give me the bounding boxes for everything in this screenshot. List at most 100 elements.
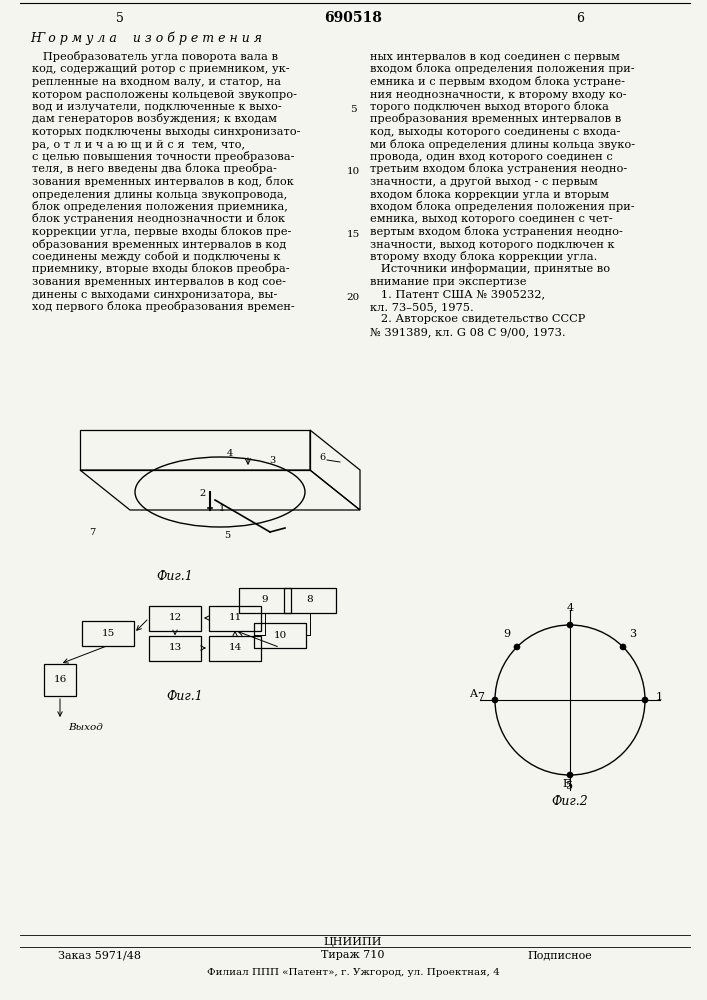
Text: 11: 11 bbox=[228, 613, 242, 622]
Text: которых подключены выходы синхронизато-: которых подключены выходы синхронизато- bbox=[32, 127, 300, 137]
Text: ЦНИИПИ: ЦНИИПИ bbox=[324, 937, 382, 947]
Text: Фиг.2: Фиг.2 bbox=[551, 795, 588, 808]
Circle shape bbox=[514, 644, 520, 650]
Circle shape bbox=[642, 697, 648, 703]
Text: зования временных интервалов в код, блок: зования временных интервалов в код, блок bbox=[32, 176, 293, 187]
Text: 9: 9 bbox=[503, 629, 510, 639]
Text: 7: 7 bbox=[89, 528, 95, 537]
Text: значности, а другой выход - с первым: значности, а другой выход - с первым bbox=[370, 177, 598, 187]
Text: 4: 4 bbox=[227, 449, 233, 458]
Text: с целью повышения точности преобразова-: с целью повышения точности преобразова- bbox=[32, 151, 295, 162]
Text: коррекции угла, первые входы блоков пре-: коррекции угла, первые входы блоков пре- bbox=[32, 226, 291, 237]
Text: дам генераторов возбуждения; к входам: дам генераторов возбуждения; к входам bbox=[32, 113, 277, 124]
Text: 2: 2 bbox=[199, 489, 205, 498]
Text: котором расположены кольцевой звукопро-: котором расположены кольцевой звукопро- bbox=[32, 90, 297, 100]
Text: 14: 14 bbox=[228, 644, 242, 652]
Bar bbox=[44, 664, 76, 696]
Text: код, выходы которого соединены с входа-: код, выходы которого соединены с входа- bbox=[370, 127, 620, 137]
Text: 1: 1 bbox=[655, 692, 662, 702]
Text: ра, о т л и ч а ю щ и й с я  тем, что,: ра, о т л и ч а ю щ и й с я тем, что, bbox=[32, 139, 245, 149]
Text: приемнику, вторые входы блоков преобра-: приемнику, вторые входы блоков преобра- bbox=[32, 263, 290, 274]
Text: 10: 10 bbox=[274, 631, 286, 640]
Text: входом блока определения положения при-: входом блока определения положения при- bbox=[370, 201, 635, 212]
Text: преобразования временных интервалов в: преобразования временных интервалов в bbox=[370, 113, 621, 124]
Text: образования временных интервалов в код: образования временных интервалов в код bbox=[32, 238, 286, 249]
Text: Источники информации, принятые во: Источники информации, принятые во bbox=[370, 264, 610, 274]
Text: ход первого блока преобразования времен-: ход первого блока преобразования времен- bbox=[32, 301, 295, 312]
Text: 2. Авторское свидетельство СССР: 2. Авторское свидетельство СССР bbox=[370, 314, 585, 324]
Text: 5: 5 bbox=[566, 781, 573, 791]
Bar bbox=[254, 622, 306, 648]
Text: внимание при экспертизе: внимание при экспертизе bbox=[370, 277, 527, 287]
Text: 1. Патент США № 3905232,: 1. Патент США № 3905232, bbox=[370, 290, 545, 300]
Text: 15: 15 bbox=[101, 629, 115, 638]
Text: провода, один вход которого соединен с: провода, один вход которого соединен с bbox=[370, 152, 613, 162]
Text: ных интервалов в код соединен с первым: ных интервалов в код соединен с первым bbox=[370, 52, 620, 62]
Bar bbox=[149, 636, 201, 660]
Text: Преобразователь угла поворота вала в: Преобразователь угла поворота вала в bbox=[32, 51, 278, 62]
Text: 6: 6 bbox=[319, 453, 325, 462]
Circle shape bbox=[567, 772, 573, 778]
Text: № 391389, кл. G 08 C 9/00, 1973.: № 391389, кл. G 08 C 9/00, 1973. bbox=[370, 327, 566, 337]
Text: репленные на входном валу, и статор, на: репленные на входном валу, и статор, на bbox=[32, 77, 281, 87]
Text: значности, выход которого подключен к: значности, выход которого подключен к bbox=[370, 239, 614, 249]
Text: 8: 8 bbox=[307, 595, 313, 604]
Text: 5: 5 bbox=[116, 12, 124, 25]
Circle shape bbox=[492, 697, 498, 703]
Text: 690518: 690518 bbox=[324, 11, 382, 25]
Circle shape bbox=[567, 622, 573, 628]
Text: Б: Б bbox=[562, 779, 570, 789]
Text: 9: 9 bbox=[262, 595, 269, 604]
Text: входом блока коррекции угла и вторым: входом блока коррекции угла и вторым bbox=[370, 188, 609, 200]
Bar bbox=[149, 605, 201, 631]
Text: 6: 6 bbox=[576, 12, 584, 25]
Text: Фиг.1: Фиг.1 bbox=[157, 570, 194, 583]
Text: ми блока определения длины кольца звуко-: ми блока определения длины кольца звуко- bbox=[370, 138, 635, 149]
Text: 3: 3 bbox=[269, 456, 275, 465]
Text: Подписное: Подписное bbox=[527, 950, 592, 960]
Text: Ҥ о р м у л а    и з о б р е т е н и я: Ҥ о р м у л а и з о б р е т е н и я bbox=[30, 31, 262, 45]
Bar bbox=[209, 636, 261, 660]
Text: 15: 15 bbox=[346, 230, 360, 239]
Text: 5: 5 bbox=[224, 531, 230, 540]
Circle shape bbox=[620, 644, 626, 650]
Text: вод и излучатели, подключенные к выхо-: вод и излучатели, подключенные к выхо- bbox=[32, 102, 282, 112]
Text: 5: 5 bbox=[350, 105, 356, 114]
Text: ния неоднозначности, к второму входу ко-: ния неоднозначности, к второму входу ко- bbox=[370, 90, 626, 100]
Text: код, содержащий ротор с приемником, ук-: код, содержащий ротор с приемником, ук- bbox=[32, 64, 290, 75]
Text: Филиал ППП «Патент», г. Ужгород, ул. Проектная, 4: Филиал ППП «Патент», г. Ужгород, ул. Про… bbox=[206, 968, 499, 977]
Text: 7: 7 bbox=[477, 692, 484, 702]
Bar bbox=[82, 620, 134, 646]
Text: определения длины кольца звукопровода,: определения длины кольца звукопровода, bbox=[32, 190, 287, 200]
Text: 3: 3 bbox=[629, 629, 636, 639]
Text: Фиг.1: Фиг.1 bbox=[167, 690, 204, 703]
Bar bbox=[284, 587, 336, 612]
Text: входом блока определения положения при-: входом блока определения положения при- bbox=[370, 64, 635, 75]
Text: Выход: Выход bbox=[68, 723, 103, 732]
Text: 12: 12 bbox=[168, 613, 182, 622]
Text: третьим входом блока устранения неодно-: третьим входом блока устранения неодно- bbox=[370, 163, 627, 174]
Text: вертым входом блока устранения неодно-: вертым входом блока устранения неодно- bbox=[370, 226, 623, 237]
Text: блок устранения неоднозначности и блок: блок устранения неоднозначности и блок bbox=[32, 214, 285, 225]
Text: динены с выходами синхронизатора, вы-: динены с выходами синхронизатора, вы- bbox=[32, 290, 277, 300]
Text: емника, выход которого соединен с чет-: емника, выход которого соединен с чет- bbox=[370, 215, 613, 225]
Text: 13: 13 bbox=[168, 644, 182, 652]
Text: блок определения положения приемника,: блок определения положения приемника, bbox=[32, 201, 288, 212]
Text: зования временных интервалов в код сое-: зования временных интервалов в код сое- bbox=[32, 277, 286, 287]
Bar bbox=[209, 605, 261, 631]
Text: 4: 4 bbox=[566, 603, 573, 613]
Text: теля, в него введены два блока преобра-: теля, в него введены два блока преобра- bbox=[32, 163, 277, 174]
Text: торого подключен выход второго блока: торого подключен выход второго блока bbox=[370, 101, 609, 112]
Text: второму входу блока коррекции угла.: второму входу блока коррекции угла. bbox=[370, 251, 597, 262]
Text: A: A bbox=[469, 689, 477, 699]
Text: 16: 16 bbox=[53, 676, 66, 684]
Text: Заказ 5971/48: Заказ 5971/48 bbox=[59, 950, 141, 960]
Text: соединены между собой и подключены к: соединены между собой и подключены к bbox=[32, 251, 281, 262]
Text: Тираж 710: Тираж 710 bbox=[321, 950, 385, 960]
Text: 1: 1 bbox=[219, 504, 225, 513]
Text: 20: 20 bbox=[346, 292, 360, 302]
Bar bbox=[239, 587, 291, 612]
Text: емника и с первым входом блока устране-: емника и с первым входом блока устране- bbox=[370, 76, 625, 87]
Text: 10: 10 bbox=[346, 167, 360, 176]
Text: кл. 73–505, 1975.: кл. 73–505, 1975. bbox=[370, 302, 474, 312]
